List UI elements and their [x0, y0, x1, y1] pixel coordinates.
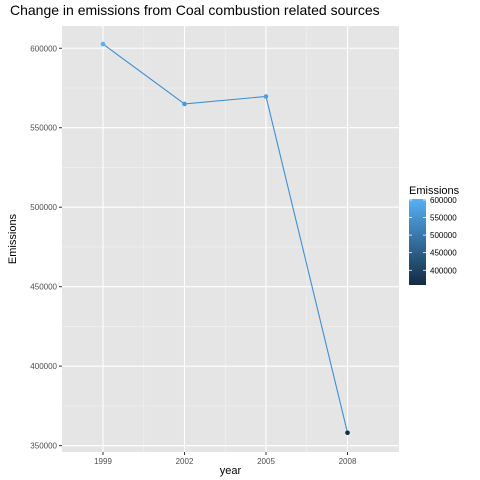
- x-axis-title: year: [220, 465, 242, 477]
- plot-panel: [62, 26, 399, 452]
- legend-tick-label: 450000: [430, 249, 457, 258]
- y-axis-title: Emissions: [7, 213, 19, 264]
- data-point: [263, 94, 269, 99]
- y-tick-label: 550000: [30, 124, 57, 133]
- legend-tick-label: 400000: [430, 266, 457, 275]
- legend-tick-label: 500000: [430, 231, 457, 240]
- series-layer: [100, 41, 350, 436]
- color-legend: Emissions 400000 450000 500000 550000 600000: [409, 185, 460, 285]
- x-tick-label: 2005: [257, 457, 275, 466]
- y-tick-label: 450000: [30, 283, 57, 292]
- y-axis: 350000 400000 450000 500000 550000 600000: [30, 44, 62, 451]
- y-tick-label: 600000: [30, 44, 57, 53]
- y-tick-label: 350000: [30, 442, 57, 451]
- legend-ticks: 400000 450000 500000 550000 600000: [409, 196, 457, 275]
- legend-tick-label: 600000: [430, 196, 457, 205]
- series-line: [102, 43, 349, 433]
- x-tick-label: 2008: [339, 457, 357, 466]
- legend-colorbar: [409, 199, 426, 285]
- legend-tick-label: 550000: [430, 214, 457, 223]
- y-tick-label: 500000: [30, 203, 57, 212]
- legend-title: Emissions: [409, 185, 460, 197]
- minor-gridlines: [62, 26, 399, 452]
- major-gridlines: [62, 26, 399, 452]
- x-tick-label: 1999: [94, 457, 112, 466]
- y-tick-label: 400000: [30, 362, 57, 371]
- data-point: [182, 101, 187, 107]
- data-point: [100, 41, 106, 47]
- chart-title: Change in emissions from Coal combustion…: [10, 2, 380, 18]
- x-tick-label: 2002: [176, 457, 194, 466]
- x-axis: 1999 2002 2005 2008: [94, 452, 357, 466]
- data-point: [345, 430, 350, 436]
